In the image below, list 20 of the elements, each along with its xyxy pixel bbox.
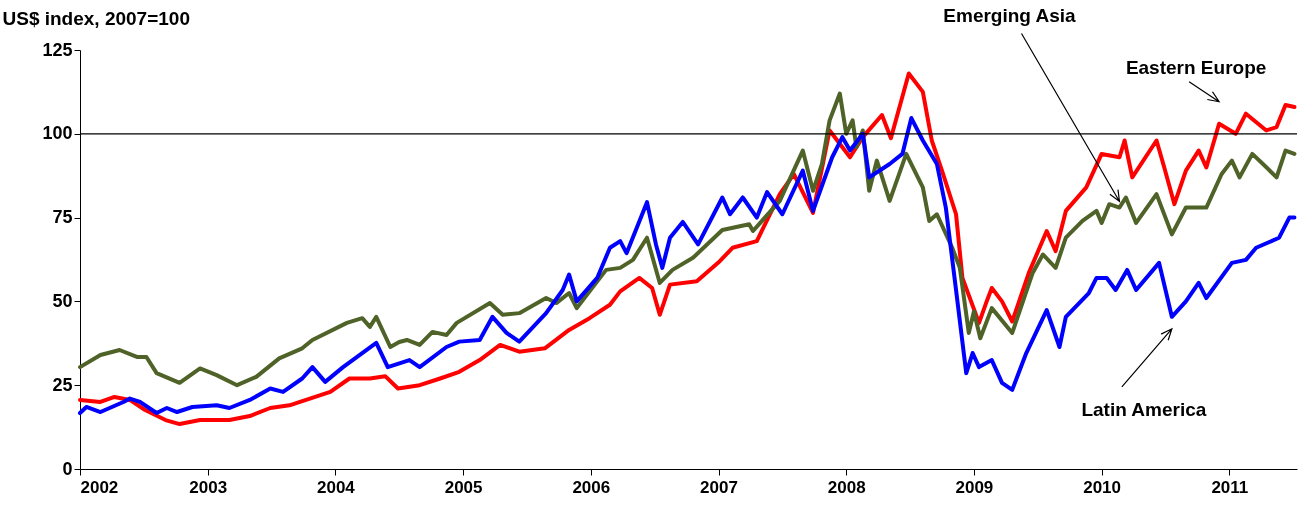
text: Latin America (1081, 398, 1207, 420)
x-tick-label: 2008 (827, 477, 866, 497)
y-tick-label: 125 (42, 39, 73, 60)
x-tick-label: 2006 (572, 477, 611, 497)
text: Emerging Asia (943, 4, 1077, 26)
y-tick-label: 25 (52, 374, 73, 395)
x-tick-label: 2009 (955, 477, 994, 497)
y-tick-label: 100 (42, 123, 73, 144)
x-tick-label: 2002 (80, 477, 119, 497)
y-axis-title: US$ index, 2007=100 (2, 7, 190, 29)
x-tick-label: 2011 (1211, 477, 1249, 497)
y-tick-label: 75 (52, 207, 73, 228)
x-tick-label: 2007 (700, 477, 738, 497)
y-tick-label: 0 (62, 458, 73, 479)
x-tick-label: 2010 (1083, 477, 1122, 497)
x-tick-label: 2004 (316, 477, 356, 497)
x-tick-label: 2003 (189, 477, 228, 497)
y-tick-label: 50 (52, 290, 73, 311)
series-label: Eastern Europe (1125, 56, 1267, 78)
x-tick-label: 2005 (444, 477, 483, 497)
